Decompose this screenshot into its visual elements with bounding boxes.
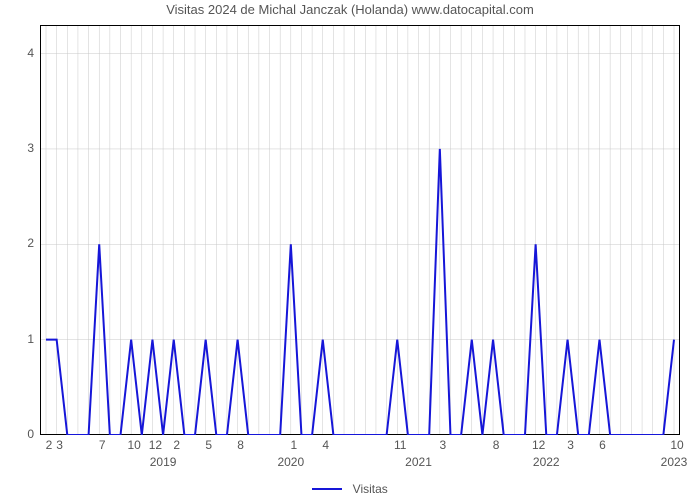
chart-svg bbox=[40, 25, 680, 435]
visits-line-chart: Visitas 2024 de Michal Janczak (Holanda)… bbox=[0, 0, 700, 500]
x-axis-year-label: 2023 bbox=[654, 455, 694, 469]
x-tick-month-label: 8 bbox=[230, 438, 252, 452]
x-tick-month-label: 10 bbox=[123, 438, 145, 452]
x-axis-year-label: 2021 bbox=[399, 455, 439, 469]
x-tick-month-label: 12 bbox=[528, 438, 550, 452]
y-tick-label: 1 bbox=[27, 332, 34, 346]
x-axis-year-label: 2022 bbox=[526, 455, 566, 469]
y-tick-label: 2 bbox=[27, 236, 34, 250]
x-tick-month-label: 11 bbox=[389, 438, 411, 452]
legend: Visitas bbox=[0, 480, 700, 498]
chart-title: Visitas 2024 de Michal Janczak (Holanda)… bbox=[0, 0, 700, 17]
y-tick-label: 4 bbox=[27, 46, 34, 60]
x-tick-month-label: 7 bbox=[91, 438, 113, 452]
x-tick-month-label: 3 bbox=[49, 438, 71, 452]
x-tick-month-label: 4 bbox=[315, 438, 337, 452]
x-tick-month-label: 10 bbox=[666, 438, 688, 452]
x-tick-month-label: 3 bbox=[432, 438, 454, 452]
y-tick-label: 0 bbox=[27, 427, 34, 441]
x-axis-year-label: 2020 bbox=[271, 455, 311, 469]
legend-label: Visitas bbox=[353, 482, 388, 496]
x-tick-month-label: 8 bbox=[485, 438, 507, 452]
x-tick-month-label: 3 bbox=[560, 438, 582, 452]
x-axis-year-label: 2019 bbox=[143, 455, 183, 469]
x-tick-month-label: 6 bbox=[591, 438, 613, 452]
x-tick-month-label: 5 bbox=[198, 438, 220, 452]
legend-swatch bbox=[312, 488, 342, 490]
y-tick-label: 3 bbox=[27, 141, 34, 155]
plot-area bbox=[40, 25, 680, 435]
x-tick-month-label: 1 bbox=[283, 438, 305, 452]
x-tick-month-label: 12 bbox=[144, 438, 166, 452]
x-tick-month-label: 2 bbox=[166, 438, 188, 452]
